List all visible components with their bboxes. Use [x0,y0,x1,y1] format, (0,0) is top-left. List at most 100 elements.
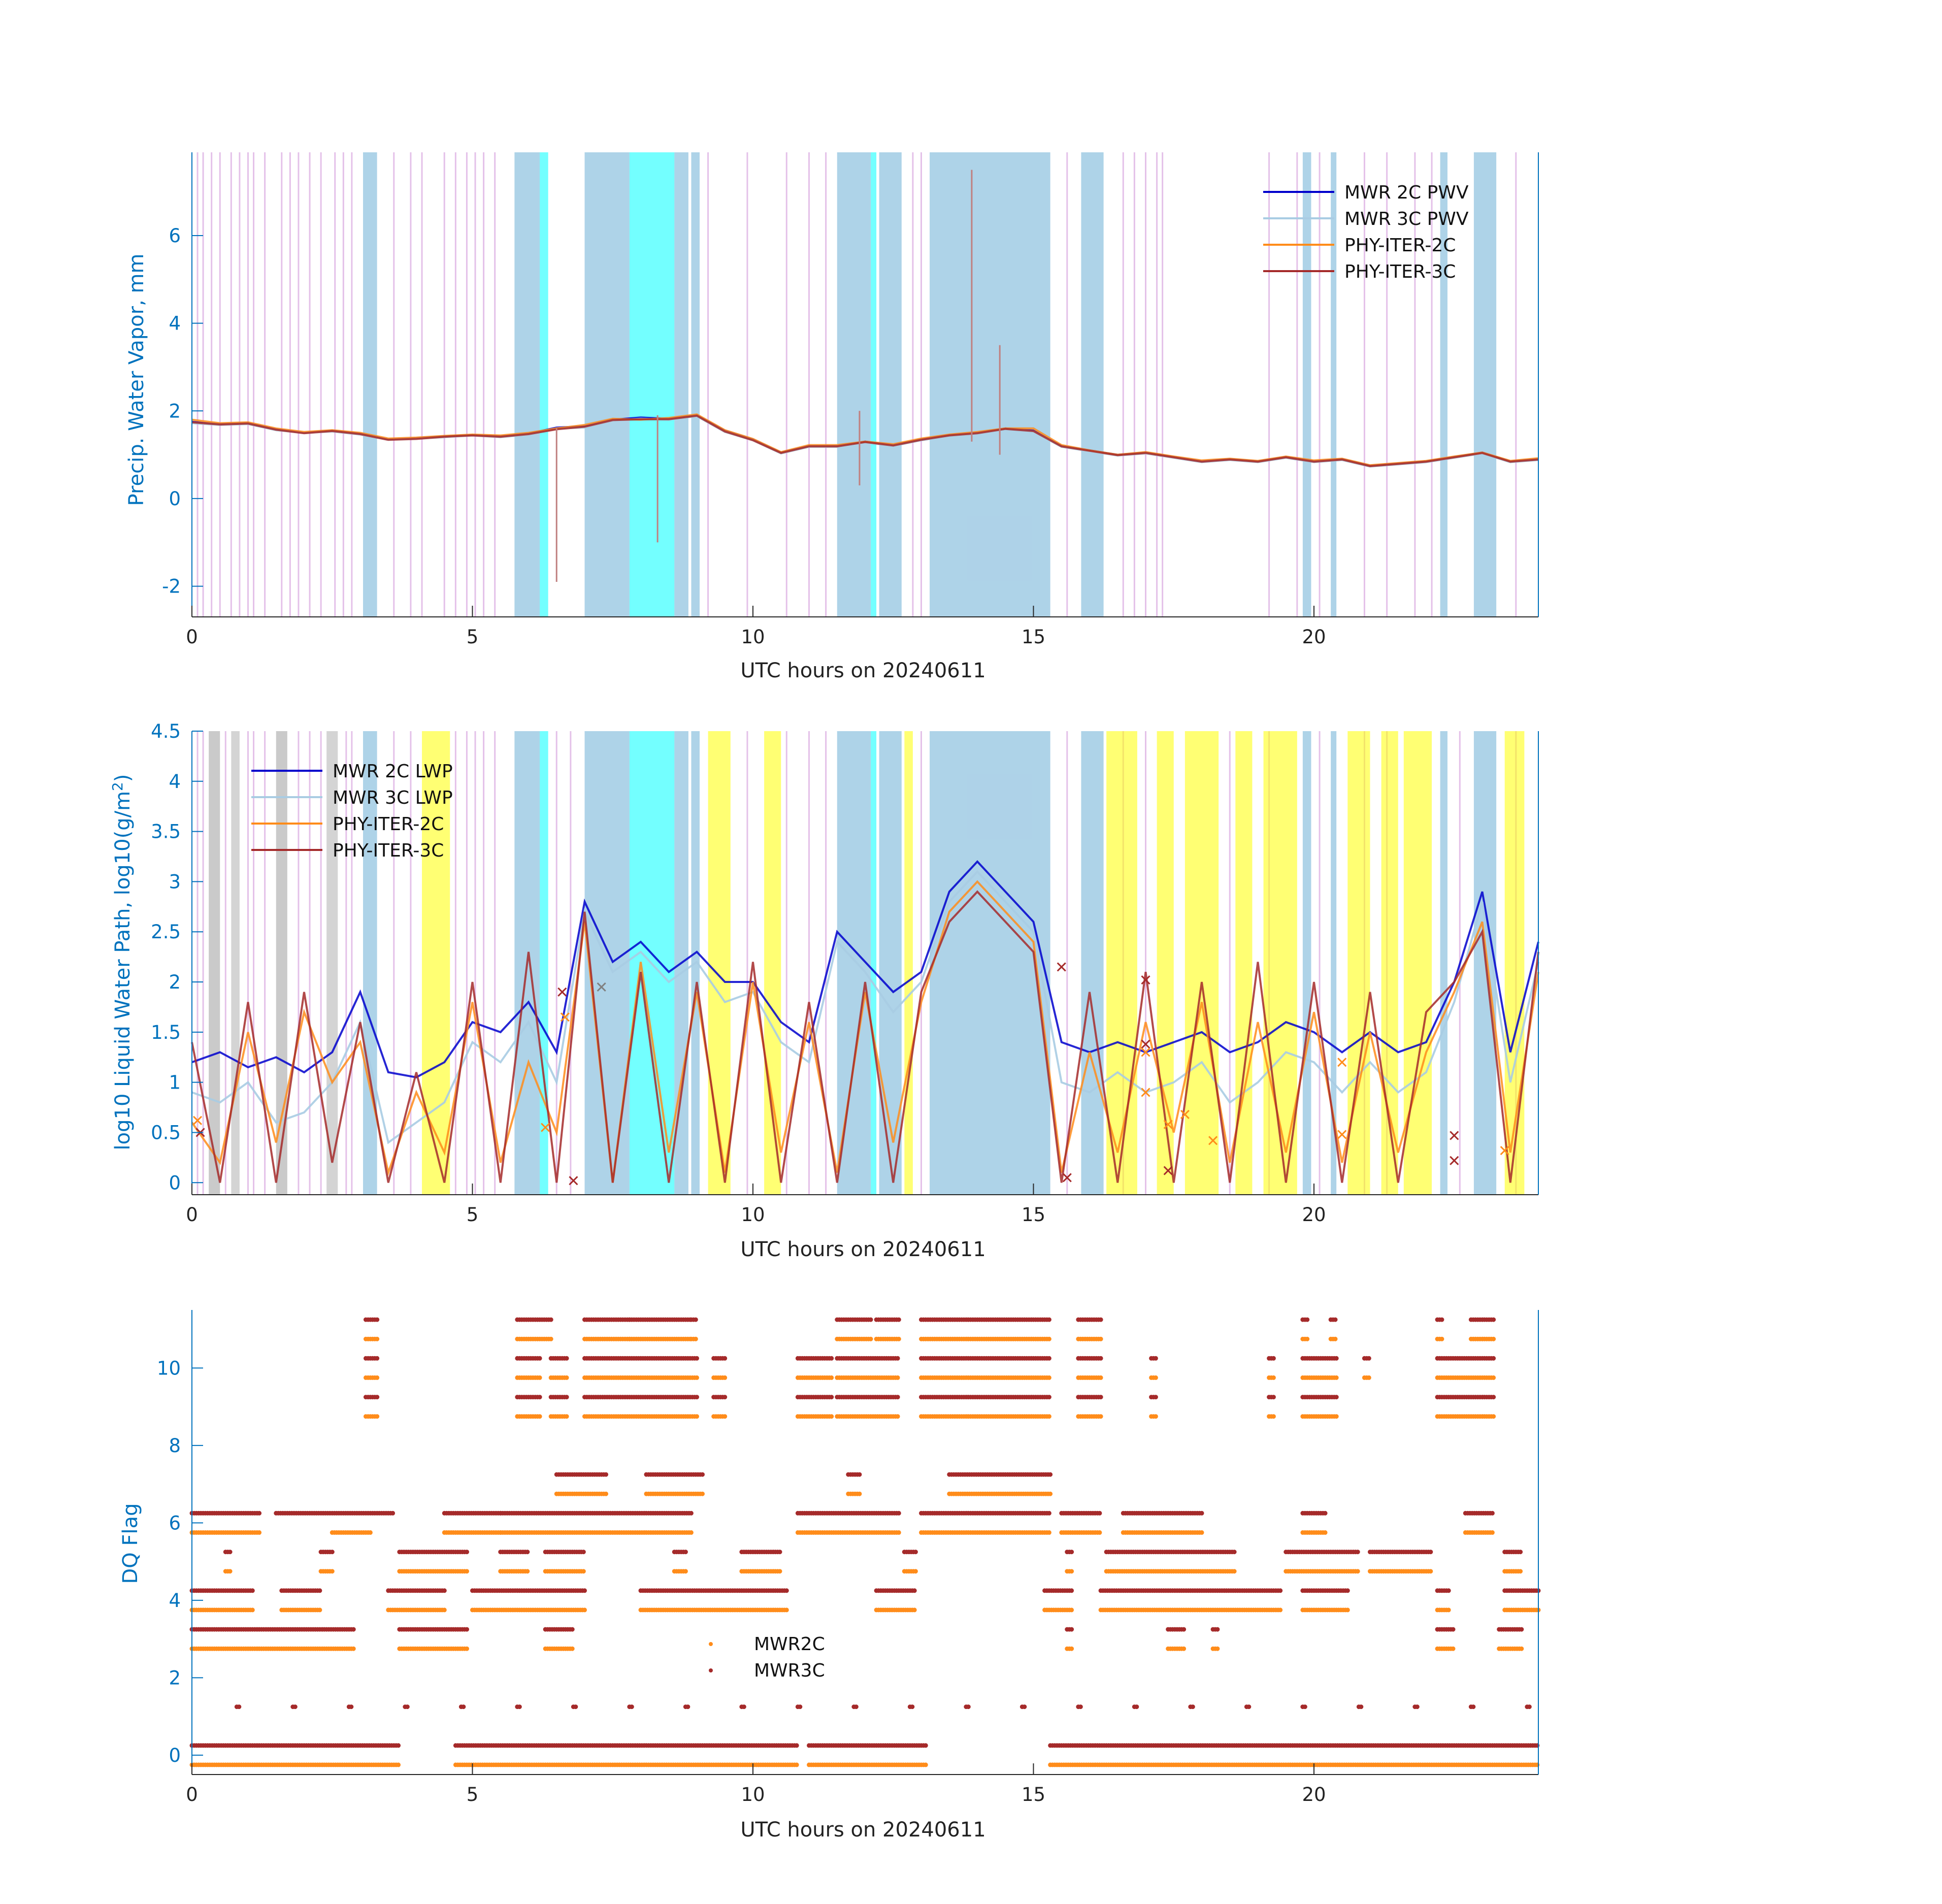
dq-point [895,1375,900,1380]
flag-shaded-band [1302,731,1311,1195]
dq-point [1366,1375,1371,1380]
dq-point [1490,1530,1495,1535]
dq-point [1491,1395,1496,1400]
dq-point [1323,1530,1328,1535]
y-tick-label: 4 [169,771,181,793]
legend-label-phy-iter-2c-lwp: PHY-ITER-2C [333,814,444,835]
dq-point [868,1336,873,1341]
dq-point [777,1550,782,1555]
flag-shaded-band [363,152,377,617]
dq-point [913,1550,918,1555]
dq-point [1278,1588,1283,1593]
y-tick-label: 6 [169,225,181,247]
dq-series-mwr3c [189,1317,1541,1748]
dq-point [368,1530,373,1535]
dq-point [853,1704,859,1710]
x-marker [541,1123,550,1132]
dq-point [525,1569,530,1574]
dq-point [548,1336,553,1341]
dq-point [913,1569,918,1574]
dq-point [1046,1511,1051,1516]
x-tick-label: 20 [1302,626,1326,648]
dq-point [573,1704,578,1710]
series-line-phy-iter-2c [191,880,1539,1183]
x-tick-label: 5 [467,626,479,648]
x-marker [192,1115,203,1125]
flag-shaded-band [276,731,287,1195]
dq-point [581,1550,586,1555]
x-marker-stroke [1500,1145,1509,1156]
x-marker-stroke [192,1115,203,1125]
flag-shaded-band [1504,731,1525,1195]
dq-point [1451,1627,1456,1632]
flag-shaded-band [422,731,450,1195]
dq-point [396,1743,401,1748]
dq-series-mwr2c [189,1336,1541,1767]
dq-point [257,1530,262,1535]
dq-point [912,1588,917,1593]
x-marker [1141,1039,1150,1049]
x-marker [1141,975,1150,985]
dq-point [683,1550,688,1555]
dq-point [722,1414,728,1419]
dq-point [537,1375,542,1380]
dq-point [570,1627,575,1632]
dq-point [461,1704,466,1710]
dq-point [829,1395,834,1400]
legend-label-phy-iter-3c: PHY-ITER-3C [1344,261,1456,282]
dq-point [1333,1336,1338,1341]
series-line-mwr-2c-lwp [191,860,1539,1078]
y-tick-label: 2.5 [151,921,181,943]
x-marker [569,1176,578,1186]
dq-point [1181,1627,1187,1632]
dq-point [1098,1356,1103,1361]
y-tick-label: 0 [169,488,181,510]
dq-point [722,1395,728,1400]
dq-point [1428,1569,1433,1574]
x-marker [1141,1047,1150,1057]
flag-shaded-band [904,731,913,1195]
dq-point [1518,1569,1523,1574]
dq-point [1271,1375,1276,1380]
x-marker [1450,1131,1459,1140]
dq-point [375,1414,380,1419]
x-marker-stroke [1450,1156,1459,1165]
dq-point [1451,1646,1456,1651]
dq-point [1334,1356,1339,1361]
flag-shaded-band [674,152,688,617]
dq-point [1334,1375,1339,1380]
x-marker-stroke [1450,1131,1459,1140]
x-marker-stroke [1141,1088,1150,1097]
flag-shaded-band [691,152,700,617]
dq-point [1022,1704,1027,1710]
series-line-phy-iter-3c [191,890,1539,1183]
legend-label-mwr-2c-lwp: MWR 2C LWP [333,761,453,782]
dq-point [330,1569,335,1574]
dq-point [1199,1530,1204,1535]
x-marker [1208,1136,1218,1145]
dq-point [1069,1607,1074,1613]
dq-point [1491,1336,1496,1341]
flag-shaded-band [584,152,630,617]
dq-point [405,1704,410,1710]
x-marker-stroke [557,987,567,997]
dq-point [693,1317,698,1322]
dq-point [1271,1414,1276,1419]
y-tick-label: 0.5 [151,1122,181,1143]
x-tick-label: 5 [467,1204,479,1226]
dq-point [1491,1414,1496,1419]
dq-point [722,1356,728,1361]
dq-point [237,1704,242,1710]
flag-shaded-band [1081,731,1104,1195]
x-marker-stroke [1337,1058,1347,1067]
flag-shaded-band [1184,731,1219,1195]
y-tick-label: 4.5 [151,720,181,742]
dq-point [629,1704,634,1710]
x-marker [1057,962,1066,972]
pwv-series [191,170,1539,582]
flag-shaded-band [871,731,877,1195]
flag-shaded-band [1263,731,1297,1195]
dq-point [1366,1356,1371,1361]
dq-point [375,1375,380,1380]
